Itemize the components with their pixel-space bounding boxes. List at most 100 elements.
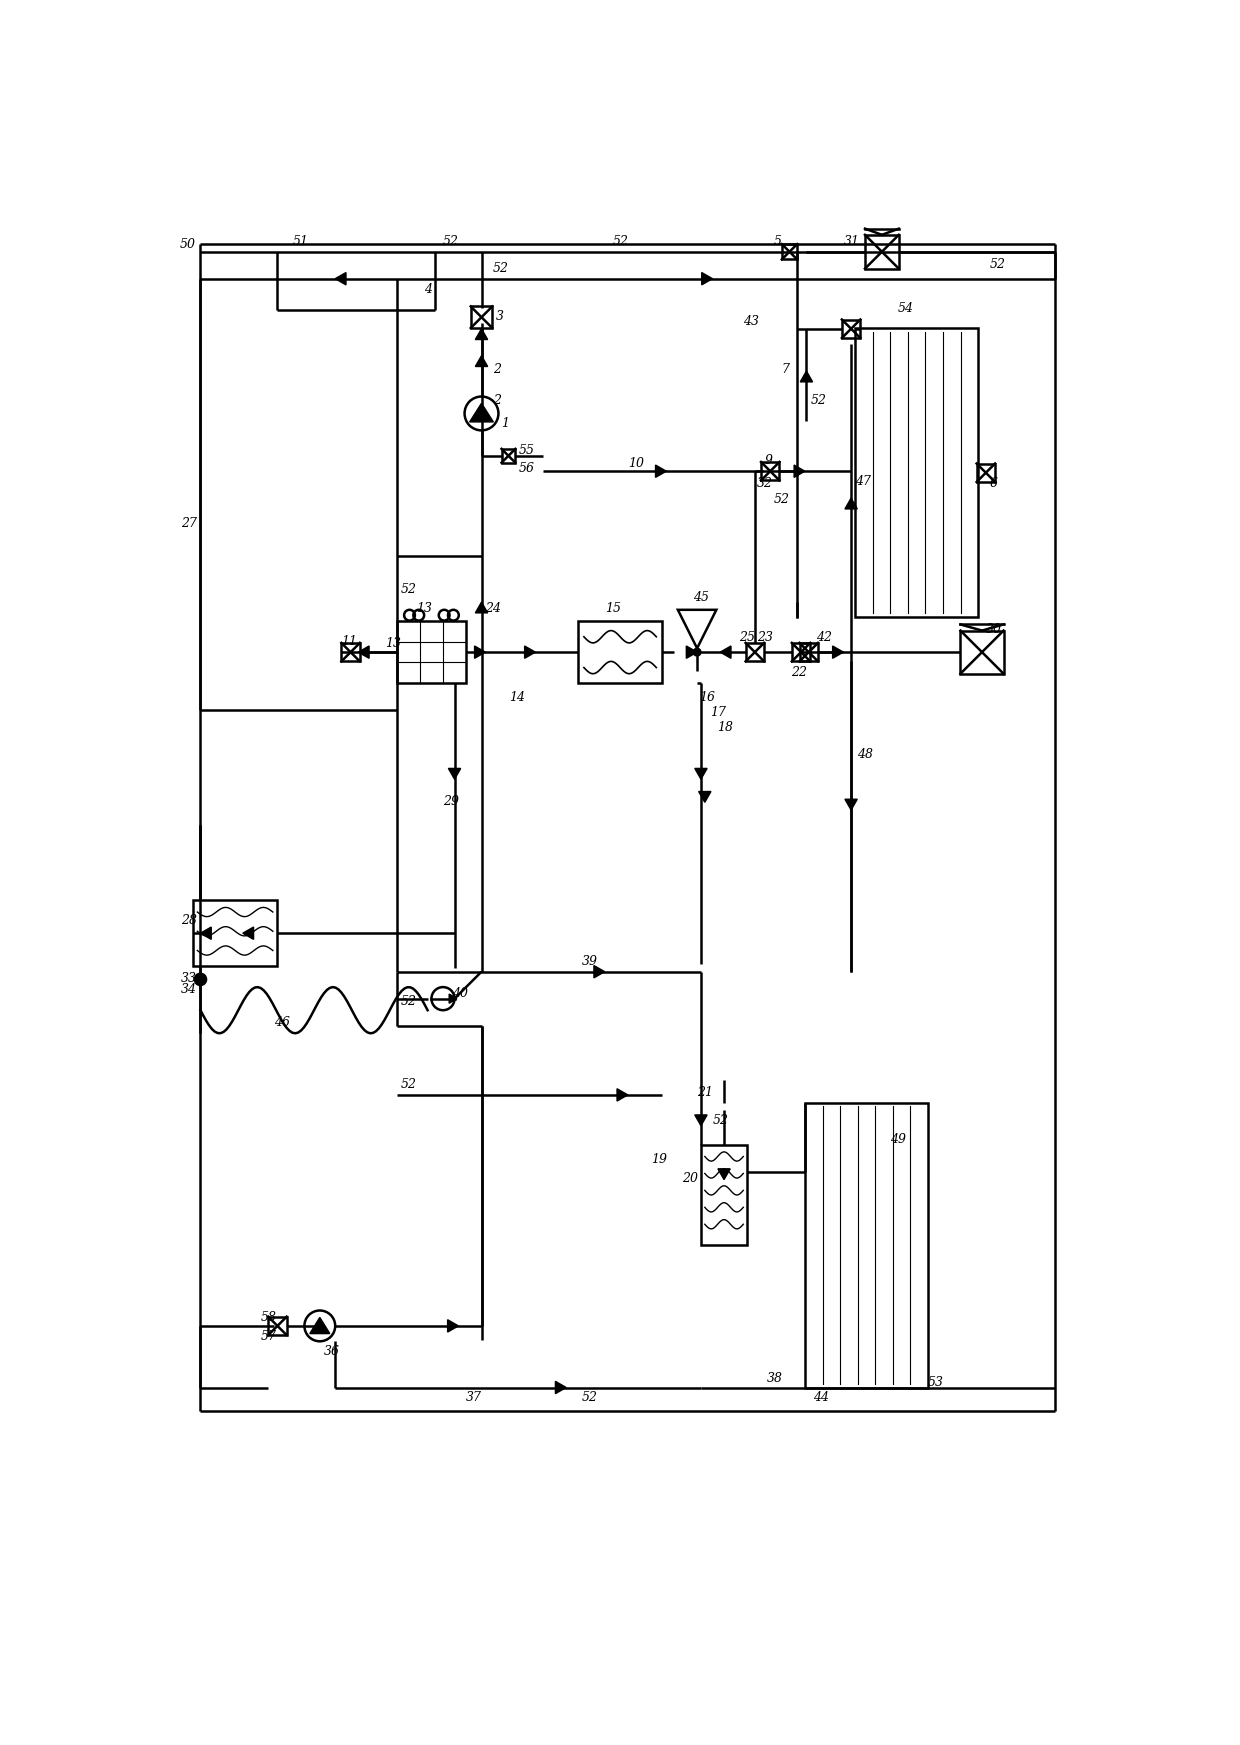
Polygon shape: [844, 497, 857, 510]
Text: 22: 22: [791, 667, 807, 679]
Text: 17: 17: [711, 707, 727, 719]
Polygon shape: [310, 1317, 330, 1333]
Text: 58: 58: [260, 1310, 277, 1323]
Text: 32: 32: [758, 478, 774, 490]
Text: 52: 52: [811, 394, 827, 407]
Text: 4: 4: [424, 283, 432, 295]
Circle shape: [304, 1310, 335, 1342]
Text: 51: 51: [293, 236, 309, 248]
Text: 25: 25: [739, 630, 755, 644]
Polygon shape: [694, 768, 707, 780]
Text: 49: 49: [889, 1134, 905, 1146]
Text: 56: 56: [518, 462, 534, 475]
Text: 5: 5: [774, 236, 782, 248]
Text: 52: 52: [443, 236, 459, 248]
Polygon shape: [475, 328, 487, 340]
Text: 28: 28: [181, 914, 197, 927]
Text: 42: 42: [816, 630, 832, 644]
Text: 29: 29: [443, 794, 459, 808]
Text: 30: 30: [986, 623, 1002, 635]
Polygon shape: [720, 646, 732, 658]
Text: 3: 3: [495, 309, 503, 323]
Bar: [792, 642, 810, 661]
Polygon shape: [800, 372, 812, 382]
Polygon shape: [448, 1319, 459, 1331]
Text: 39: 39: [582, 955, 598, 968]
Bar: [192, 900, 278, 967]
Polygon shape: [794, 464, 805, 478]
Text: 2: 2: [494, 363, 501, 377]
Text: 13: 13: [417, 602, 432, 614]
Polygon shape: [844, 799, 857, 810]
Polygon shape: [694, 1115, 707, 1126]
Text: 52: 52: [613, 236, 629, 248]
Text: 50: 50: [180, 237, 196, 251]
Text: 13: 13: [386, 637, 402, 649]
Bar: [805, 1103, 928, 1387]
Polygon shape: [475, 356, 487, 366]
Text: 55: 55: [518, 445, 534, 457]
Text: 52: 52: [401, 583, 417, 595]
Text: 7: 7: [781, 363, 790, 377]
Polygon shape: [335, 272, 346, 284]
Bar: [854, 328, 978, 618]
Bar: [471, 307, 492, 328]
Circle shape: [195, 974, 207, 986]
Text: 44: 44: [812, 1391, 828, 1405]
Polygon shape: [556, 1382, 567, 1394]
Polygon shape: [618, 1089, 627, 1101]
Polygon shape: [832, 646, 843, 658]
Text: 10: 10: [627, 457, 644, 471]
Bar: [701, 1145, 748, 1244]
Text: 48: 48: [857, 749, 873, 761]
Polygon shape: [243, 927, 254, 939]
Bar: [977, 464, 994, 482]
Text: 2: 2: [494, 394, 501, 407]
Text: 37: 37: [466, 1391, 482, 1405]
Polygon shape: [656, 464, 666, 478]
Text: 21: 21: [697, 1085, 713, 1099]
Polygon shape: [475, 646, 485, 658]
Bar: [341, 642, 360, 661]
Text: 33: 33: [181, 972, 197, 984]
Text: 54: 54: [898, 302, 914, 314]
Text: 52: 52: [774, 492, 790, 506]
Text: 19: 19: [651, 1153, 667, 1166]
Polygon shape: [702, 272, 713, 284]
Polygon shape: [475, 602, 487, 612]
Text: 20: 20: [682, 1173, 698, 1185]
Bar: [866, 236, 899, 269]
Polygon shape: [525, 646, 536, 658]
Polygon shape: [449, 768, 461, 780]
Text: 52: 52: [990, 258, 1006, 270]
Bar: [745, 642, 764, 661]
Text: 40: 40: [453, 988, 469, 1000]
Bar: [501, 448, 516, 462]
Bar: [842, 319, 861, 339]
Text: 53: 53: [928, 1377, 944, 1389]
Text: 52: 52: [401, 995, 417, 1009]
Text: 18: 18: [717, 721, 733, 735]
Text: 46: 46: [274, 1016, 290, 1030]
Circle shape: [465, 396, 498, 431]
Text: 52: 52: [713, 1113, 729, 1127]
Text: 6: 6: [990, 476, 998, 490]
Text: 36: 36: [324, 1345, 340, 1358]
Polygon shape: [594, 965, 605, 977]
Text: 14: 14: [510, 691, 526, 703]
Text: 15: 15: [605, 602, 621, 614]
Text: 23: 23: [758, 630, 774, 644]
Bar: [781, 244, 797, 260]
Text: 1: 1: [501, 417, 508, 431]
Bar: [268, 1317, 286, 1335]
Polygon shape: [358, 646, 370, 658]
Polygon shape: [449, 995, 456, 1003]
Text: 38: 38: [766, 1372, 782, 1386]
Bar: [397, 621, 466, 682]
Text: 27: 27: [181, 518, 197, 530]
Polygon shape: [201, 927, 211, 939]
Bar: [761, 462, 780, 480]
Bar: [961, 630, 1003, 674]
Text: 31: 31: [843, 236, 859, 248]
Bar: [800, 642, 818, 661]
